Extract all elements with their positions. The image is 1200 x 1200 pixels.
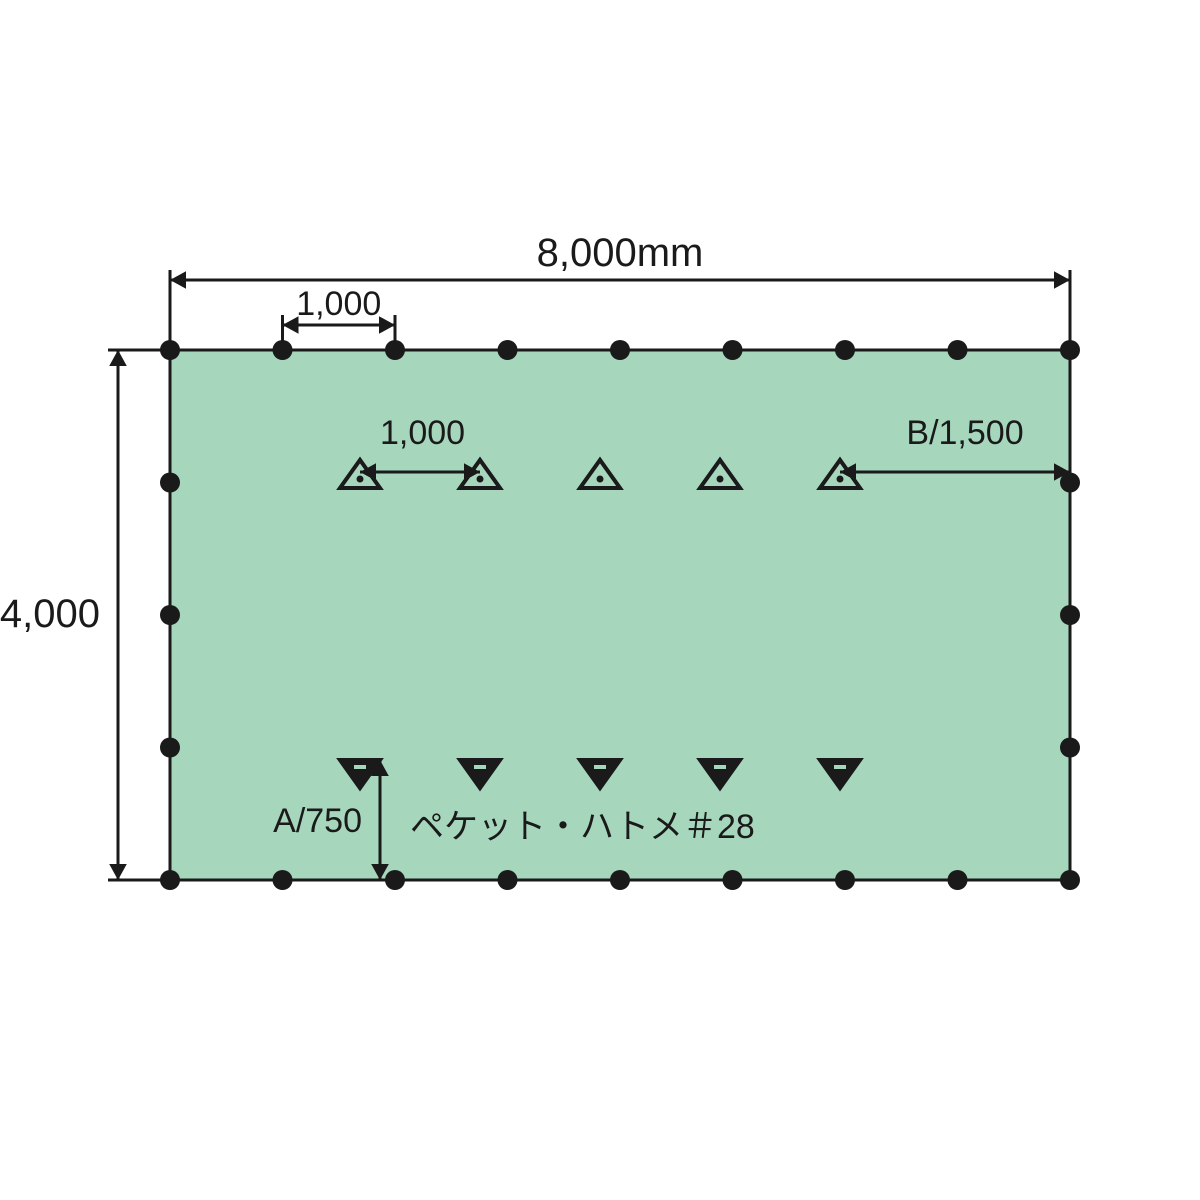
grommet-dot [835,870,855,890]
dim-pitch-1000-triangle: 1,000 [380,414,465,452]
grommet-dot [723,870,743,890]
dim-b-1500: B/1,500 [906,414,1023,452]
dim-pitch-1000-top: 1,000 [296,285,381,323]
grommet-dot [498,340,518,360]
grommet-dot [1060,738,1080,758]
grommet-dot [385,870,405,890]
tarp-diagram: 8,000mm 1,000 1,000 B/1,500 4,000 A/750 ペケット・ハ… [0,0,1200,1200]
grommet-dot [1060,605,1080,625]
grommet-dot [948,340,968,360]
grommet-dot [498,870,518,890]
grommet-dot [1060,870,1080,890]
dim-width-8000: 8,000mm [537,231,704,275]
dim-a-750: A/750 [273,802,362,840]
grommet-dot [160,738,180,758]
grommet-dot [948,870,968,890]
grommet-dot [610,870,630,890]
grommet-dot [723,340,743,360]
dim-height-4000: 4,000 [0,592,100,636]
note-peket-hatome: ペケット・ハトメ＃28 [410,808,755,846]
grommet-dot [160,473,180,493]
grommet-dot [273,870,293,890]
grommet-dot [160,605,180,625]
grommet-dot [610,340,630,360]
grommet-dot [835,340,855,360]
